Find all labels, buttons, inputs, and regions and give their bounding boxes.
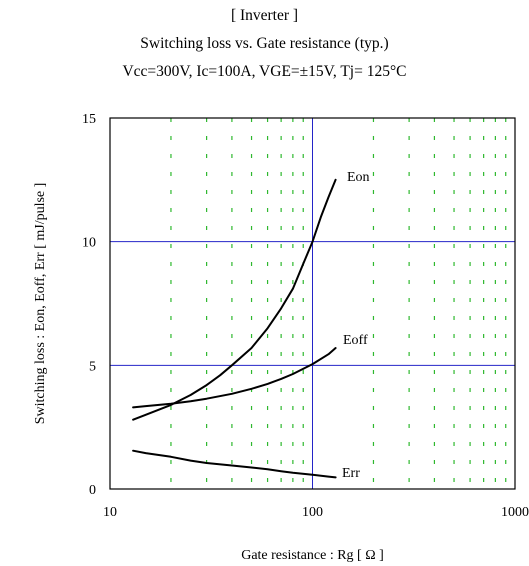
y-axis-label: Switching loss : Eon, Eoff, Err [ mJ/pul… (33, 183, 48, 425)
x-axis-label: Gate resistance : Rg [ Ω ] (241, 548, 384, 563)
chart-title: [ Inverter ] (230, 7, 299, 24)
x-tick-label: 10 (103, 505, 117, 520)
series-line-err (132, 449, 337, 479)
x-tick-label: 100 (302, 505, 323, 520)
series-line-eon (132, 178, 337, 421)
chart-conditions: Vcc=300V, Ic=100A, VGE=±15V, Tj= 125°C (122, 63, 407, 80)
y-tick-label: 10 (82, 236, 96, 251)
plot-frame (109, 117, 516, 490)
series-line-eoff (132, 347, 337, 409)
series: Eon Eoff Err (132, 170, 370, 481)
y-tick-label: 5 (89, 359, 96, 374)
series-label-err: Err (342, 466, 360, 481)
y-tick-label: 0 (89, 483, 96, 498)
series-label-eon: Eon (347, 170, 370, 185)
tick-labels: 10 100 1000 0 5 10 15 (82, 112, 529, 520)
y-tick-label: 15 (82, 112, 96, 127)
chart-subtitle: Switching loss vs. Gate resistance (typ.… (140, 35, 389, 52)
series-label-eoff: Eoff (343, 333, 368, 348)
x-tick-label: 1000 (501, 505, 529, 520)
minor-grid (170, 118, 507, 489)
